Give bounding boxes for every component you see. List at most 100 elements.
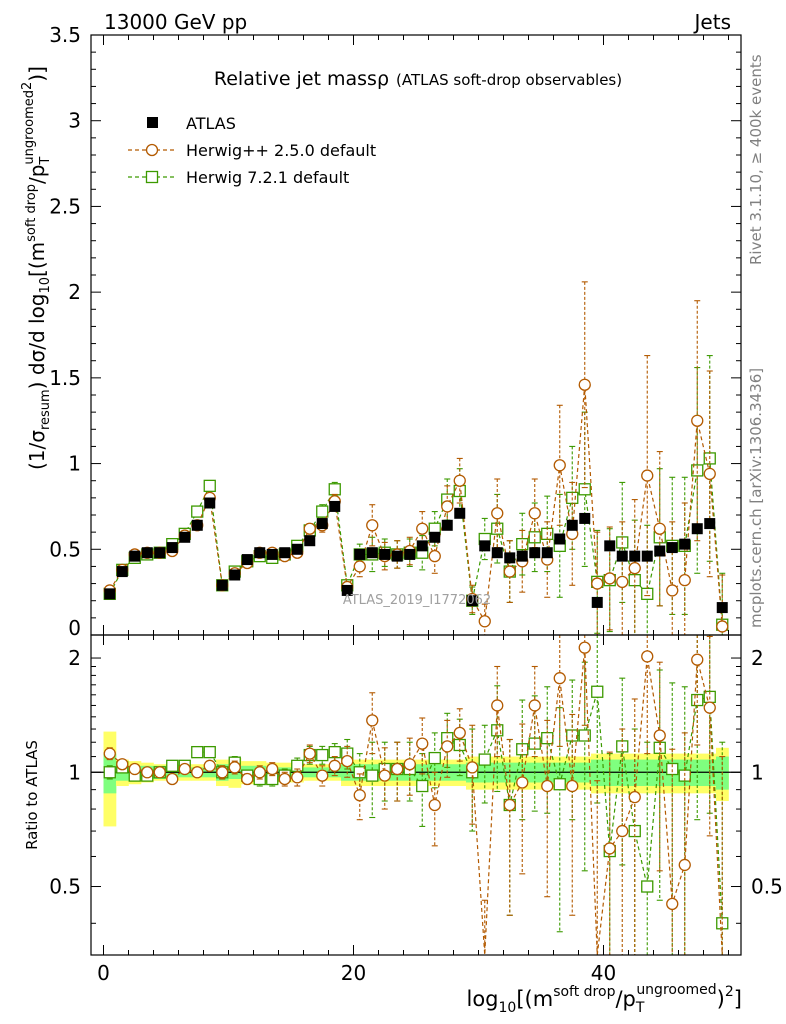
atlas-point [166,542,178,554]
atlas-point [554,533,566,545]
herwigpp-ratio-point [203,759,216,772]
herwig7-point [516,537,529,551]
herwigpp-point [441,500,454,513]
herwig7-ratio-point [578,729,591,742]
atlas-point [129,550,141,562]
herwig7-ratio-point [641,880,654,893]
atlas-point [304,535,316,547]
herwigpp-ratio-point [353,789,366,802]
atlas-point [329,500,341,512]
herwigpp-ratio-point [603,842,616,855]
herwigpp-ratio-point [253,766,266,779]
x-tick-label: 40 [591,961,616,985]
atlas-point [541,547,553,559]
herwig7-point [316,505,329,518]
ratio-tick-label-right: 1 [751,760,764,784]
atlas-point [291,543,303,555]
herwigpp-point [653,522,666,535]
herwigpp-point [428,549,441,563]
herwig7-point [203,479,216,493]
herwigpp-ratio-point [441,740,454,753]
herwigpp-point [503,565,516,578]
herwig7-ratio-point [553,778,566,791]
herwig7-ratio-line [109,691,723,924]
herwig7-ratio-point [328,745,341,759]
atlas-point [654,545,666,557]
atlas-point [154,547,166,559]
herwigpp-ratio-point [228,761,241,774]
legend: ATLAS Herwig++ 2.5.0 default Herwig 7.2.… [128,114,376,187]
herwigpp-ratio-point [428,798,441,812]
herwigpp-point [478,615,491,628]
y-tick-label: 1.5 [49,366,81,390]
herwigpp-ratio-point [541,779,554,793]
ratio-tick-label: 1 [68,760,81,784]
atlas-point [691,523,703,535]
herwigpp-ratio-point [316,769,329,782]
atlas-point [579,512,591,524]
atlas-point [191,519,203,531]
atlas-point [241,554,253,566]
atlas-point [116,566,128,578]
herwigpp-ratio-point [628,790,641,804]
ratio-tick-label-right: 0.5 [751,875,783,899]
herwigpp-ratio-point [341,754,354,768]
herwigpp-point [491,507,504,520]
herwigpp-point [691,414,704,427]
herwigpp-ratio-point [566,779,579,793]
herwigpp-point [703,467,716,481]
herwigpp-ratio-point [178,762,191,776]
herwigpp-ratio-point [653,729,666,742]
herwigpp-ratio-point [291,771,304,784]
herwigpp-ratio-point [153,766,166,779]
atlas-point [716,602,728,614]
axis-ticks: 0 20 40 0 0.5 1 1.5 2 2.5 3 3.5 0.5 0.5 1 1 2 2 [49,23,783,985]
herwigpp-ratio-point [266,762,279,776]
herwigpp-ratio-point [453,726,466,740]
atlas-point [416,540,428,552]
herwigpp-ratio-point [241,772,254,786]
herwig7-ratio-point [103,766,116,779]
x-tick-label: 20 [341,961,366,985]
atlas-point [316,518,328,530]
herwigpp-ratio-point [128,762,141,776]
herwigpp-ratio-point [703,701,716,714]
atlas-point [591,596,603,608]
data-series [103,281,729,956]
herwig7-ratio-point [191,745,204,759]
legend-atlas-label: ATLAS [186,114,236,133]
atlas-point [529,547,541,559]
atlas-point [641,550,653,562]
atlas-point [391,550,403,562]
atlas-point [179,531,191,543]
atlas-point [454,507,466,519]
herwig7-line [109,457,723,625]
y-tick-label: 3 [68,109,81,133]
herwigpp-ratio-point [216,766,229,779]
atlas-point [379,548,391,560]
herwigpp-point [591,577,604,590]
legend-herwig7-marker [145,170,159,184]
herwigpp-ratio-point [391,762,404,776]
herwigpp-point [578,378,591,391]
x-tick-label: 0 [97,961,110,985]
herwig7-ratio-point [353,766,366,779]
herwig7-point [191,505,204,518]
y-tick-label: 2.5 [49,194,81,218]
legend-herwig7-label: Herwig 7.2.1 default [186,168,349,187]
legend-atlas-marker [147,117,158,128]
herwig7-ratio-point [491,724,504,737]
herwig7-point [641,587,654,601]
mcplots-label: mcplots.cern.ch [arXiv:1306.3436] [747,368,765,628]
herwig7-ratio-point [166,759,179,772]
herwigpp-ratio-point [416,737,429,750]
atlas-point [229,569,241,581]
herwig7-ratio-point [203,745,216,759]
herwigpp-point [528,507,541,520]
herwigpp-point [416,522,429,535]
herwigpp-ratio-point [678,858,691,872]
atlas-point [566,519,578,531]
herwig7-ratio-point [478,753,491,766]
herwigpp-point [553,459,566,472]
